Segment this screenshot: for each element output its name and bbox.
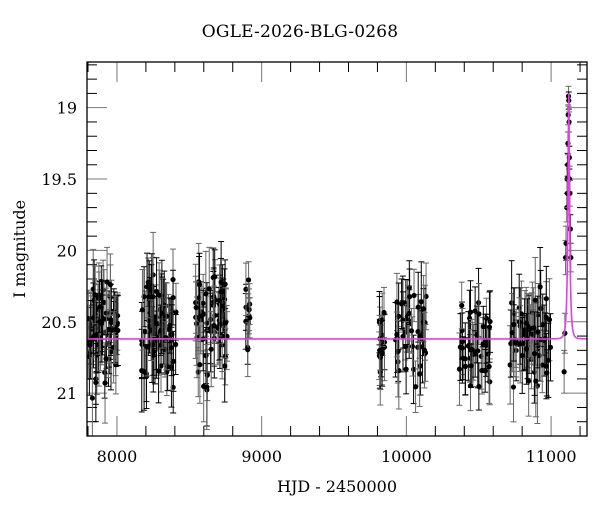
minor-ticks xyxy=(87,62,587,437)
x-tick-labels: 8000 9000 10000 11000 xyxy=(97,447,577,466)
x-tick-label: 11000 xyxy=(526,447,577,466)
y-tick-label: 19.5 xyxy=(41,170,77,189)
data-points xyxy=(87,85,574,436)
model-curve xyxy=(87,93,587,340)
x-tick-label: 9000 xyxy=(241,447,282,466)
y-tick-labels: 19 19.5 20 20.5 21 xyxy=(41,99,77,403)
y-tick-label: 21 xyxy=(57,384,77,403)
x-axis-label: HJD - 2450000 xyxy=(277,477,397,496)
chart-title: OGLE-2026-BLG-0268 xyxy=(201,22,399,42)
y-tick-label: 19 xyxy=(57,99,77,118)
x-tick-label: 10000 xyxy=(381,447,432,466)
plot-frame xyxy=(86,61,588,437)
x-tick-label: 8000 xyxy=(97,447,138,466)
y-tick-label: 20 xyxy=(57,241,77,260)
y-axis-label: I magnitude xyxy=(10,200,29,298)
y-tick-label: 20.5 xyxy=(41,313,77,332)
